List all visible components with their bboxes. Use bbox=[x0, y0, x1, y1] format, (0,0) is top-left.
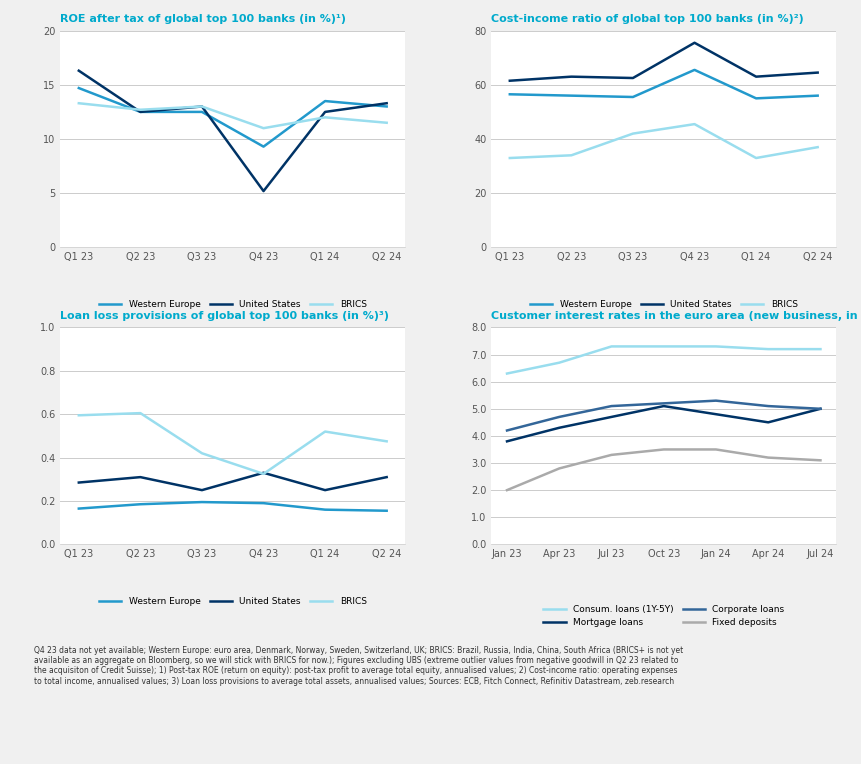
Fixed deposits bbox=[658, 445, 668, 454]
Mortgage loans bbox=[501, 437, 511, 446]
Mortgage loans bbox=[658, 402, 668, 411]
Mortgage loans bbox=[605, 413, 616, 422]
Consum. loans (1Y-5Y) bbox=[605, 342, 616, 351]
Consum. loans (1Y-5Y) bbox=[554, 358, 564, 367]
Fixed deposits bbox=[710, 445, 721, 454]
Fixed deposits bbox=[605, 450, 616, 459]
Mortgage loans bbox=[554, 423, 564, 432]
Text: Customer interest rates in the euro area (new business, in %): Customer interest rates in the euro area… bbox=[491, 311, 861, 321]
Corporate loans bbox=[605, 402, 616, 411]
Legend: Consum. loans (1Y-5Y), Mortgage loans, Corporate loans, Fixed deposits: Consum. loans (1Y-5Y), Mortgage loans, C… bbox=[539, 601, 787, 631]
Corporate loans bbox=[762, 402, 772, 411]
Text: Loan loss provisions of global top 100 banks (in %)³): Loan loss provisions of global top 100 b… bbox=[60, 311, 389, 321]
Mortgage loans bbox=[762, 418, 772, 427]
Consum. loans (1Y-5Y) bbox=[762, 345, 772, 354]
Line: Consum. loans (1Y-5Y): Consum. loans (1Y-5Y) bbox=[506, 346, 820, 374]
Fixed deposits bbox=[501, 486, 511, 495]
Consum. loans (1Y-5Y) bbox=[501, 369, 511, 378]
Line: Corporate loans: Corporate loans bbox=[506, 400, 820, 430]
Corporate loans bbox=[658, 399, 668, 408]
Legend: Western Europe, United States, BRICS: Western Europe, United States, BRICS bbox=[95, 593, 370, 609]
Line: Mortgage loans: Mortgage loans bbox=[506, 406, 820, 442]
Text: Cost-income ratio of global top 100 banks (in %)²): Cost-income ratio of global top 100 bank… bbox=[491, 15, 803, 24]
Corporate loans bbox=[554, 413, 564, 422]
Text: ROE after tax of global top 100 banks (in %)¹): ROE after tax of global top 100 banks (i… bbox=[60, 15, 346, 24]
Line: Fixed deposits: Fixed deposits bbox=[506, 449, 820, 490]
Consum. loans (1Y-5Y) bbox=[815, 345, 825, 354]
Fixed deposits bbox=[762, 453, 772, 462]
Text: Q4 23 data not yet available; Western Europe: euro area, Denmark, Norway, Sweden: Q4 23 data not yet available; Western Eu… bbox=[34, 646, 683, 686]
Corporate loans bbox=[815, 404, 825, 413]
Corporate loans bbox=[710, 396, 721, 405]
Mortgage loans bbox=[815, 404, 825, 413]
Fixed deposits bbox=[554, 464, 564, 473]
Legend: Western Europe, United States, BRICS: Western Europe, United States, BRICS bbox=[525, 296, 801, 312]
Corporate loans bbox=[501, 426, 511, 435]
Fixed deposits bbox=[815, 455, 825, 465]
Consum. loans (1Y-5Y) bbox=[710, 342, 721, 351]
Mortgage loans bbox=[710, 410, 721, 419]
Consum. loans (1Y-5Y) bbox=[658, 342, 668, 351]
Legend: Western Europe, United States, BRICS: Western Europe, United States, BRICS bbox=[95, 296, 370, 312]
